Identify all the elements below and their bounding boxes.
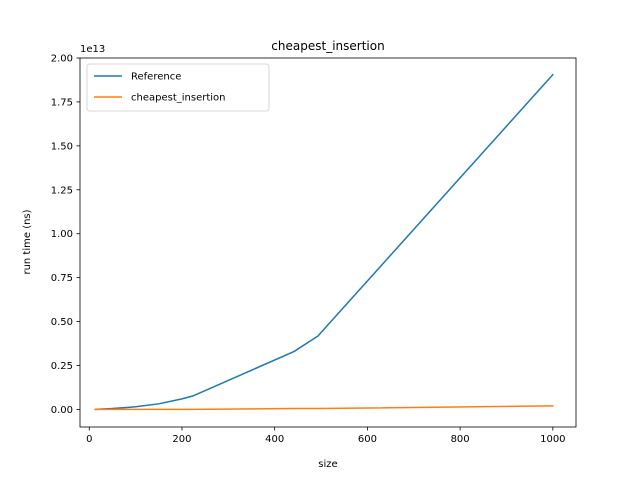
series-line-1 [94,405,554,411]
y-tick-label: 1.50 [51,141,73,152]
axes-frame [79,57,577,428]
y-tick-label: 0.00 [51,405,73,416]
x-tick-label: 800 [451,434,470,445]
y-offset-label: 1e13 [80,44,105,55]
plot-area: 0 200 400 600 800 1000 0.00 0.25 0.50 0.75 1.00 1.2… [51,54,577,445]
y-tick-label: 1.75 [51,97,73,108]
legend-box [86,63,270,112]
chart-title: cheapest_insertion [271,39,384,53]
x-axis-label: size [318,459,337,470]
x-tick-label: 1000 [540,434,565,445]
x-tick-label: 200 [172,434,191,445]
series-line-0 [94,73,554,411]
x-tick-label: 600 [358,434,377,445]
x-tick-label: 400 [265,434,284,445]
y-tick-label: 1.00 [51,229,73,240]
y-tick-label: 2.00 [51,54,73,65]
y-tick-label: 0.50 [51,317,73,328]
x-tick-label: 0 [86,434,92,445]
legend-label-1: cheapest_insertion [131,93,226,104]
legend-label-0: Reference [131,72,181,83]
y-axis-label: run time (ns) [22,209,33,274]
y-tick-label: 0.25 [51,361,73,372]
y-tick-label: 1.25 [51,185,73,196]
y-tick-label: 0.75 [51,273,73,284]
